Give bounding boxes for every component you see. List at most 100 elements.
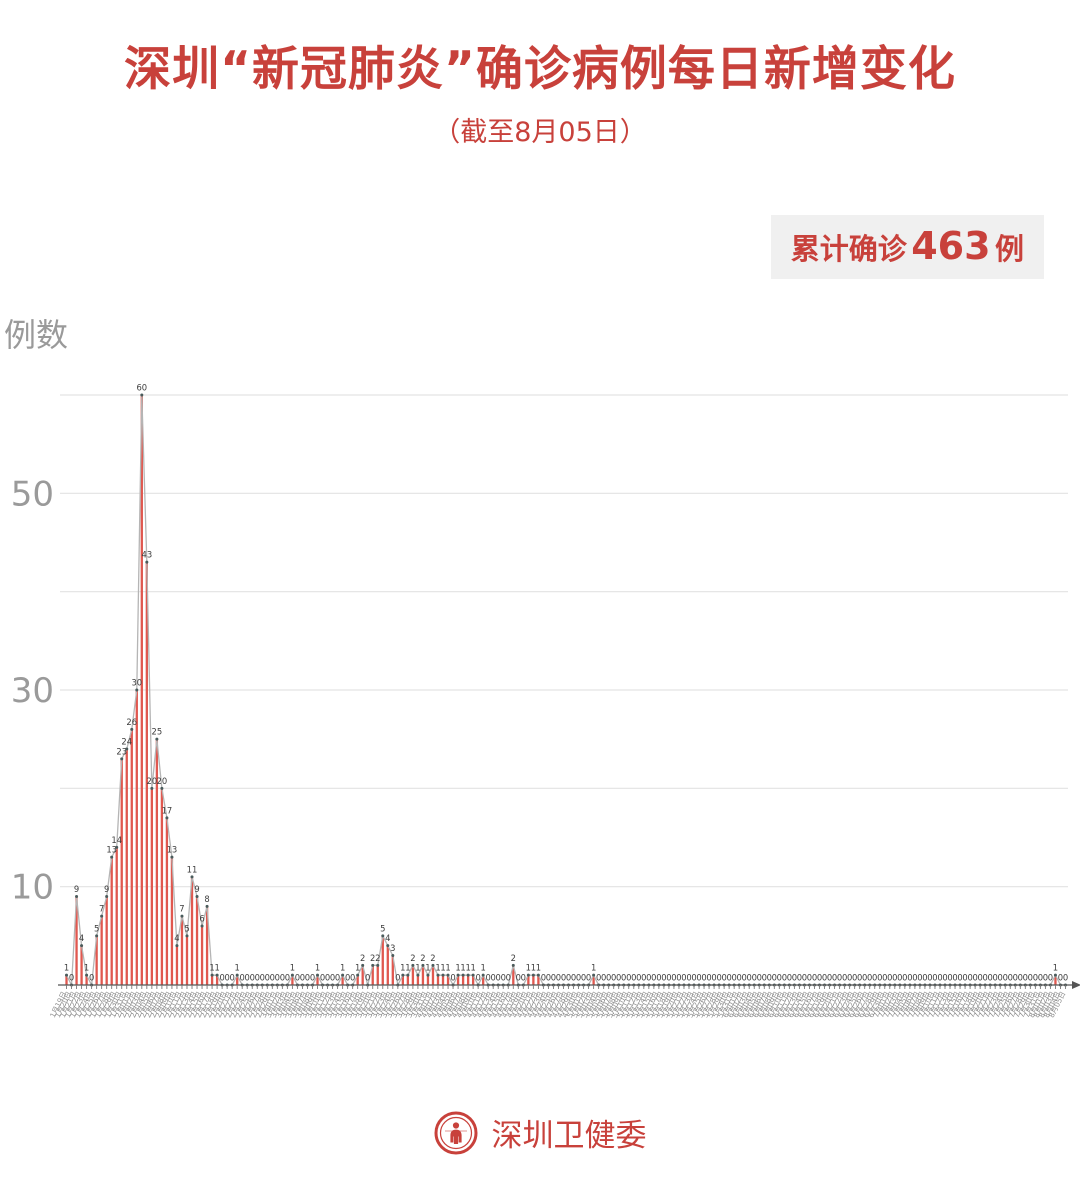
data-label: 1 xyxy=(355,963,360,973)
data-label: 0 xyxy=(787,973,792,983)
bar xyxy=(356,975,359,985)
bar xyxy=(391,955,394,985)
data-label: 0 xyxy=(947,973,952,983)
bar xyxy=(135,690,138,985)
data-point xyxy=(160,786,164,790)
data-label: 0 xyxy=(988,973,993,983)
data-label: 0 xyxy=(827,973,832,983)
data-label: 1 xyxy=(440,963,445,973)
data-label: 0 xyxy=(501,973,506,983)
page-title: 深圳“新冠肺炎”确诊病例每日新增变化 xyxy=(124,42,956,97)
data-point xyxy=(200,924,204,928)
data-point xyxy=(316,973,320,977)
bar xyxy=(110,857,113,985)
data-label: 0 xyxy=(1033,973,1038,983)
data-label: 1 xyxy=(214,963,219,973)
data-label: 0 xyxy=(742,973,747,983)
bar xyxy=(381,935,384,985)
data-point xyxy=(125,747,129,751)
data-label: 1 xyxy=(435,963,440,973)
data-point xyxy=(115,845,119,849)
data-label: 0 xyxy=(646,973,651,983)
data-label: 0 xyxy=(260,973,265,983)
data-point xyxy=(195,895,199,898)
data-label: 0 xyxy=(877,973,882,983)
data-label: 0 xyxy=(596,973,601,983)
data-label: 0 xyxy=(912,973,917,983)
cumulative-cases-badge: 累计确诊 463 例 xyxy=(770,215,1044,279)
bar xyxy=(456,975,460,985)
data-label: 1 xyxy=(64,963,69,973)
data-point xyxy=(175,944,179,948)
bar xyxy=(482,975,485,985)
data-label: 0 xyxy=(731,973,736,983)
data-label: 0 xyxy=(867,973,872,983)
bar xyxy=(1054,975,1057,985)
data-label: 0 xyxy=(706,973,711,983)
data-label: 0 xyxy=(631,973,636,983)
data-label: 0 xyxy=(1038,973,1043,983)
data-label: 0 xyxy=(982,973,987,983)
data-label: 1 xyxy=(235,963,240,973)
data-label: 0 xyxy=(270,973,275,983)
data-label: 0 xyxy=(255,973,260,983)
data-label: 0 xyxy=(942,973,947,983)
data-point xyxy=(431,963,435,967)
data-label: 0 xyxy=(285,973,290,983)
data-point xyxy=(190,875,194,879)
data-label: 0 xyxy=(1023,973,1028,983)
bar xyxy=(155,739,159,985)
data-point xyxy=(1053,973,1057,977)
data-label: 0 xyxy=(224,973,229,983)
data-label: 0 xyxy=(310,973,315,983)
data-label: 1 xyxy=(400,963,405,973)
data-point xyxy=(95,934,99,938)
bar xyxy=(411,965,415,985)
data-label: 0 xyxy=(797,973,802,983)
data-label: 0 xyxy=(842,973,847,983)
data-label: 0 xyxy=(245,973,250,983)
data-label: 0 xyxy=(496,973,501,983)
bar xyxy=(65,975,68,985)
data-point xyxy=(140,393,144,397)
data-point xyxy=(441,973,445,977)
data-label: 0 xyxy=(365,973,370,983)
data-label: 7 xyxy=(99,904,104,914)
data-label: 0 xyxy=(792,973,797,983)
data-point xyxy=(456,973,460,977)
bar xyxy=(436,975,440,985)
data-label: 0 xyxy=(556,973,561,983)
data-label: 0 xyxy=(817,973,822,983)
bar xyxy=(446,975,450,985)
data-label: 0 xyxy=(611,973,616,983)
data-point xyxy=(511,963,515,967)
data-label: 0 xyxy=(69,973,74,983)
bar xyxy=(316,975,319,985)
badge-suffix-label: 例 xyxy=(994,232,1024,266)
data-label: 2 xyxy=(430,953,435,963)
data-label: 8 xyxy=(204,894,209,904)
bar xyxy=(371,965,374,985)
data-label: 0 xyxy=(576,973,581,983)
data-label: 0 xyxy=(1043,973,1048,983)
data-label: 0 xyxy=(395,973,400,983)
data-label: 26 xyxy=(126,717,137,727)
bar xyxy=(527,975,530,985)
data-label: 0 xyxy=(772,973,777,983)
data-label: 1 xyxy=(209,963,214,973)
data-point xyxy=(446,973,450,977)
bar xyxy=(200,926,204,985)
data-label: 0 xyxy=(305,973,310,983)
data-point xyxy=(170,855,174,859)
x-axis-arrow-icon xyxy=(1072,981,1080,989)
data-point xyxy=(180,914,184,918)
bar xyxy=(185,935,189,985)
data-label: 0 xyxy=(89,973,94,983)
data-label: 0 xyxy=(516,973,521,983)
data-point xyxy=(481,973,485,977)
data-label: 17 xyxy=(162,805,173,815)
data-label: 1 xyxy=(415,963,420,973)
data-label: 0 xyxy=(711,973,716,983)
data-point xyxy=(145,560,149,564)
data-point xyxy=(100,914,104,918)
